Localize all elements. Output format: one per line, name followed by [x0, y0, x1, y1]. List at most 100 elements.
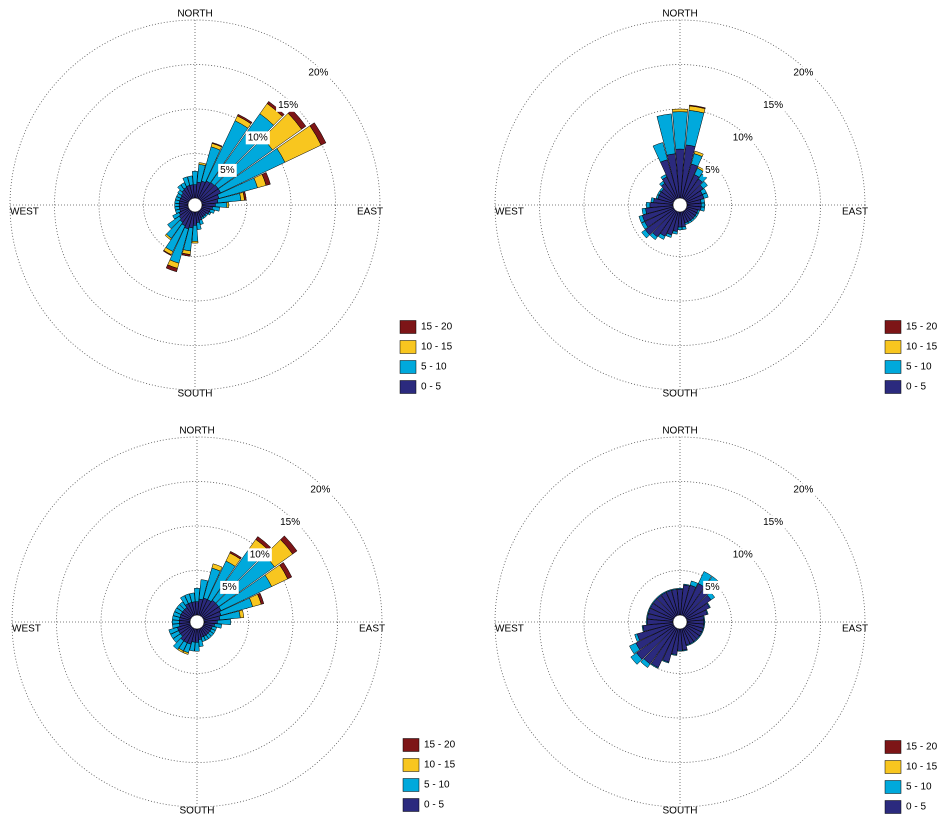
wind-bar-segment: [659, 180, 665, 187]
wind-bar-segment: [677, 588, 683, 590]
center-hole: [189, 614, 205, 630]
compass-label: NORTH: [662, 426, 697, 437]
ring-label: 20%: [308, 67, 328, 78]
wind-bar-segment: [660, 591, 667, 596]
wind-bar-segment: [182, 176, 190, 187]
wind-bar-segment: [191, 240, 199, 244]
legend-label: 5 - 10: [421, 362, 447, 373]
wind-bar-segment: [699, 631, 703, 637]
wind-bar-segment: [693, 150, 704, 157]
compass-label: WEST: [10, 207, 39, 218]
wind-bar-segment: [226, 202, 229, 208]
wind-bar-segment: [187, 175, 194, 186]
grid-ring: [583, 108, 777, 302]
wind-bar-segment: [189, 641, 196, 652]
legend-label: 0 - 5: [906, 802, 926, 813]
wind-bar-segment: [685, 110, 705, 147]
wind-bar-segment: [646, 619, 648, 625]
legend-swatch: [884, 780, 902, 794]
wind-bar-segment: [665, 232, 673, 238]
wind-bar-segment: [177, 647, 184, 653]
wind-bar-segment: [671, 588, 678, 591]
wind-bar-segment: [701, 628, 705, 633]
wind-bar-segment: [699, 180, 708, 189]
wind-bar-segment: [211, 142, 223, 148]
legend-label: 10 - 15: [421, 342, 453, 353]
wind-bar-segment: [165, 264, 178, 273]
wind-bar-segment: [211, 563, 223, 572]
wind-bar-segment: [266, 101, 285, 117]
wind-bar-segment: [217, 619, 231, 625]
wind-bar-segment: [650, 663, 659, 669]
wind-bar-segment: [702, 623, 705, 629]
wind-bar-segment: [640, 658, 651, 668]
wind-bar-segment: [641, 229, 651, 239]
wind-bar-segment: [182, 650, 189, 655]
compass-label: NORTH: [179, 426, 214, 437]
grid-ring: [628, 570, 732, 674]
legend-label: 15 - 20: [906, 742, 938, 753]
wind-bar-segment: [194, 642, 200, 652]
ring-label: 10%: [733, 132, 753, 143]
compass-label: WEST: [495, 207, 524, 218]
ring-label-bg: [278, 515, 303, 529]
wind-bar-segment: [694, 212, 699, 217]
legend-swatch: [402, 738, 420, 752]
ring-label-bg: [791, 66, 816, 80]
wind-bar-segment: [181, 252, 191, 257]
ring-label: 15%: [763, 517, 783, 528]
wind-bar-segment: [646, 202, 651, 208]
legend-swatch: [402, 798, 420, 812]
grid-ring: [145, 570, 249, 674]
wind-bar-segment: [682, 649, 688, 652]
wind-bar-segment: [649, 232, 658, 241]
wind-bar-segment: [172, 633, 183, 643]
ring-label-bg: [791, 483, 816, 497]
grid-ring: [628, 153, 732, 257]
grid-ring: [11, 436, 383, 808]
wind-bar-segment: [649, 602, 654, 609]
wind-bar-segment: [700, 202, 706, 208]
ring-label-bg: [276, 98, 301, 112]
wind-bar-segment: [686, 643, 691, 647]
wind-bar-segment: [634, 633, 640, 642]
wind-bar-segment: [705, 609, 709, 615]
grid-ring: [54, 64, 336, 346]
wind-bar-segment: [703, 619, 706, 625]
wind-bar-segment: [696, 209, 700, 214]
wind-bar-segment: [652, 142, 668, 163]
wind-bar-segment: [702, 192, 709, 199]
center-hole: [672, 197, 688, 213]
compass-label: SOUTH: [663, 389, 698, 400]
wind-bar-segment: [696, 635, 701, 640]
wind-bar-segment: [684, 221, 689, 225]
grid-ring: [539, 64, 821, 346]
wind-bar-segment: [687, 219, 692, 224]
wind-bar-segment: [236, 113, 253, 125]
wind-rose: 5% 10% 15% 20% NORTH EAST SOUTH WEST 0 - 5 5 - 10…: [494, 9, 938, 400]
ring-label-bg: [247, 548, 272, 562]
ring-label-bg: [220, 580, 239, 594]
legend-label: 0 - 5: [421, 382, 441, 393]
grid-ring: [539, 481, 821, 763]
wind-bar-segment: [198, 162, 207, 166]
ring-label: 15%: [278, 100, 298, 111]
ring-label-bg: [730, 131, 755, 145]
ring-label: 5%: [705, 165, 720, 176]
wind-bar-segment: [630, 652, 643, 665]
wind-bar-segment: [672, 111, 688, 150]
legend-label: 5 - 10: [424, 780, 450, 791]
wind-bar-segment: [168, 627, 179, 635]
wind-bar-segment: [672, 108, 688, 113]
grid-ring: [494, 19, 866, 391]
compass-label: SOUTH: [178, 389, 213, 400]
legend-swatch: [884, 340, 902, 354]
legend-swatch: [884, 360, 902, 374]
wind-bar-segment: [629, 642, 641, 655]
ring-label-bg: [308, 483, 333, 497]
wind-bar-segment: [167, 215, 182, 230]
compass-label: EAST: [842, 207, 868, 218]
wind-bar-segment: [657, 233, 666, 240]
wind-bar-segment: [194, 588, 200, 602]
